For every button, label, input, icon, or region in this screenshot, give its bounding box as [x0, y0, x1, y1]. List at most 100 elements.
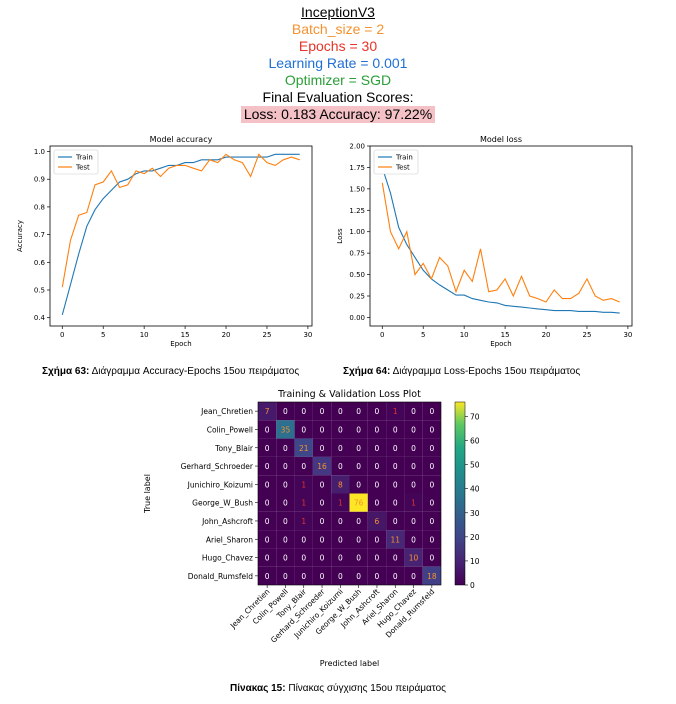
matrix-cell-value: 1 — [393, 407, 398, 416]
matrix-cell — [349, 493, 368, 512]
matrix-cell-value: 1 — [301, 480, 306, 489]
matrix-cell-value: 0 — [429, 517, 434, 526]
accuracy-x-tick-label: 10 — [140, 331, 149, 339]
colorbar-tick-label: 40 — [470, 485, 480, 494]
matrix-cell-value: 0 — [283, 444, 288, 453]
epochs-text: Epochs = 30 — [298, 38, 378, 54]
matrix-cell-value: 1 — [411, 499, 416, 508]
matrix-cell-value: 0 — [393, 444, 398, 453]
accuracy-x-tick-label: 30 — [303, 331, 312, 339]
matrix-row-label: Junichiro_Koizumi — [187, 480, 253, 489]
matrix-cell-value: 0 — [411, 425, 416, 434]
loss-x-axis-label: Epoch — [490, 340, 511, 348]
loss-x-tick-label: 20 — [542, 331, 551, 339]
matrix-x-axis-label: Predicted label — [320, 659, 379, 668]
matrix-cell — [404, 438, 423, 457]
matrix-row-label: Ariel_Sharon — [206, 535, 253, 544]
matrix-row-label: George_W_Bush — [192, 499, 253, 508]
matrix-cell-value: 0 — [320, 499, 325, 508]
matrix-cell-value: 0 — [411, 572, 416, 581]
matrix-cell — [349, 548, 368, 567]
matrix-cell — [386, 402, 405, 421]
matrix-cell-value: 21 — [299, 444, 309, 453]
learning-rate-text: Learning Rate = 0.001 — [268, 55, 408, 71]
matrix-cell-value: 0 — [429, 444, 434, 453]
matrix-cell — [367, 402, 387, 421]
matrix-cell-value: 0 — [356, 480, 361, 489]
matrix-cell — [312, 493, 332, 512]
matrix-cell — [349, 420, 368, 439]
matrix-cell-value: 0 — [375, 444, 380, 453]
optimizer-text: Optimizer = SGD — [284, 72, 392, 88]
matrix-cell — [331, 530, 350, 549]
matrix-cell-value: 0 — [429, 499, 434, 508]
matrix-cell — [258, 530, 277, 549]
matrix-cell-value: 0 — [338, 407, 343, 416]
matrix-cell-value: 0 — [375, 480, 380, 489]
accuracy-x-tick-label: 5 — [101, 331, 105, 339]
matrix-cell-value: 0 — [338, 425, 343, 434]
figure-64-caption: Σχήμα 64: Διάγραμμα Loss-Epochs 15ου πει… — [343, 366, 580, 377]
matrix-cell — [312, 475, 332, 494]
loss-y-tick-label: 0.25 — [349, 293, 365, 301]
matrix-cell — [276, 566, 295, 585]
matrix-cell — [404, 420, 423, 439]
matrix-cell-value: 0 — [265, 535, 270, 544]
matrix-cell-value: 0 — [283, 480, 288, 489]
loss-series-train — [381, 167, 620, 314]
matrix-row-label: Colin_Powell — [207, 425, 253, 434]
matrix-cell — [276, 402, 295, 421]
table-15-text: Πίνακας σύγχισης 15ου πειράματος — [285, 683, 446, 694]
loss-y-tick-label: 0.00 — [349, 314, 365, 322]
matrix-cell — [258, 402, 277, 421]
matrix-cell — [349, 456, 368, 476]
matrix-cell-value: 0 — [375, 462, 380, 471]
matrix-cell-value: 0 — [393, 517, 398, 526]
matrix-cell-value: 0 — [356, 462, 361, 471]
matrix-cell — [386, 530, 405, 549]
header: InceptionV3 Batch_size = 2 Epochs = 30 L… — [0, 4, 676, 123]
matrix-cell-value: 76 — [354, 499, 364, 508]
matrix-cell-value: 0 — [429, 554, 434, 563]
matrix-cell — [258, 420, 277, 439]
matrix-cell-value: 0 — [429, 535, 434, 544]
matrix-cell-value: 0 — [393, 554, 398, 563]
loss-x-tick-label: 30 — [623, 331, 632, 339]
matrix-cell-value: 0 — [265, 425, 270, 434]
matrix-cell — [386, 566, 405, 585]
matrix-cell-value: 0 — [265, 554, 270, 563]
matrix-cell-value: 0 — [356, 535, 361, 544]
matrix-cell — [331, 548, 350, 567]
matrix-cell — [294, 475, 313, 494]
matrix-cell-value: 0 — [393, 480, 398, 489]
matrix-cell-value: 16 — [317, 462, 327, 471]
matrix-cell — [386, 420, 405, 439]
colorbar-tick-label: 50 — [470, 461, 480, 470]
matrix-cell — [276, 493, 295, 512]
matrix-cell-value: 0 — [356, 572, 361, 581]
matrix-cell-value: 0 — [338, 462, 343, 471]
matrix-cell — [331, 475, 350, 494]
matrix-cell — [349, 402, 368, 421]
matrix-cell-value: 0 — [338, 572, 343, 581]
accuracy-chart: Model accuracy 0 5 10 15 20 25 30 0.4 0.5 0.6 0.7 0.… — [16, 135, 313, 348]
matrix-cell — [386, 475, 405, 494]
loss-y-tick-label: 1.25 — [349, 207, 365, 215]
table-15-label: Πίνακας 15: — [230, 683, 286, 694]
matrix-cell — [367, 493, 387, 512]
matrix-cell — [312, 402, 332, 421]
matrix-cell — [422, 402, 441, 421]
matrix-cell — [312, 548, 332, 567]
matrix-cell-value: 0 — [429, 407, 434, 416]
loss-legend-label: Test — [395, 164, 410, 172]
matrix-cell-value: 0 — [338, 554, 343, 563]
matrix-cell — [422, 493, 441, 512]
matrix-cell — [312, 511, 332, 531]
matrix-cell — [367, 420, 387, 439]
matrix-cell-value: 0 — [301, 535, 306, 544]
matrix-cell — [258, 475, 277, 494]
matrix-cell-value: 8 — [338, 480, 343, 489]
matrix-cell — [404, 530, 423, 549]
matrix-cell — [294, 493, 313, 512]
matrix-cell-value: 0 — [429, 425, 434, 434]
